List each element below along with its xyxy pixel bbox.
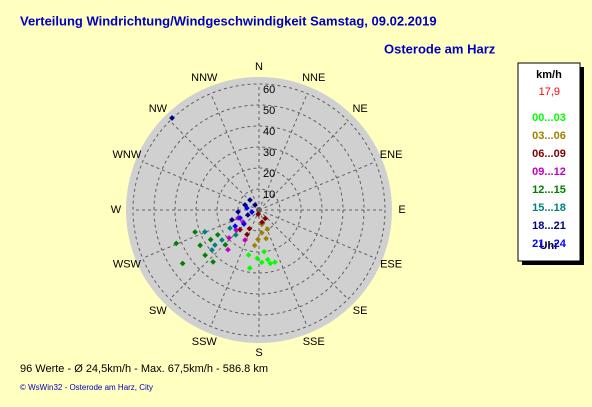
stats: 96 Werte - Ø 24,5km/h - Max. 67,5km/h - …: [20, 363, 268, 375]
point: [226, 235, 232, 241]
legend-label: 18...21: [532, 220, 566, 232]
point: [212, 242, 218, 248]
point: [192, 229, 198, 235]
grid-ring: [216, 167, 302, 253]
point: [202, 229, 208, 235]
direction-label: SE: [353, 305, 368, 317]
point: [232, 223, 238, 229]
r-tick-label: 20: [263, 168, 275, 180]
point: [229, 217, 235, 223]
point: [227, 225, 233, 231]
point: [246, 225, 253, 232]
legend-unit: km/h: [536, 69, 562, 81]
point: [197, 242, 203, 249]
point: [246, 265, 253, 271]
direction-label: E: [398, 204, 405, 216]
point: [173, 240, 180, 247]
point: [207, 236, 214, 243]
direction-label: WSW: [113, 259, 142, 271]
direction-label: W: [111, 204, 122, 216]
point: [262, 215, 269, 222]
point: [244, 205, 250, 211]
point: [179, 260, 186, 267]
point: [245, 212, 251, 218]
grid-ring: [195, 146, 323, 274]
point: [237, 226, 243, 233]
r-tick-label: 60: [263, 84, 275, 96]
credit: © WsWin32 - Osterode am Harz, City: [20, 383, 153, 392]
point: [210, 259, 216, 265]
point: [202, 252, 208, 259]
point: [263, 235, 269, 242]
point: [249, 209, 255, 215]
point: [264, 226, 271, 233]
direction-label: SSE: [303, 336, 325, 348]
legend-box: [517, 62, 581, 262]
direction-label: NNE: [302, 72, 325, 84]
direction-label: NNW: [191, 72, 218, 84]
r-tick-label: 40: [263, 126, 275, 138]
grid-ring: [153, 104, 365, 316]
legend-label: 00...03: [532, 112, 566, 124]
legend-footer: Uhr: [540, 240, 560, 252]
point: [251, 242, 258, 249]
legend-label: 15...18: [532, 202, 566, 214]
legend-label: 21...24: [532, 238, 567, 250]
point: [252, 202, 258, 208]
grid-ring: [174, 125, 344, 295]
r-tick-label: 50: [263, 105, 275, 117]
legend-label: 12...15: [532, 184, 566, 196]
r-tick-label: 30: [263, 147, 275, 159]
point: [264, 256, 271, 263]
point: [214, 231, 221, 238]
point: [244, 231, 250, 238]
point: [235, 209, 241, 215]
direction-label: ENE: [380, 149, 403, 161]
point: [222, 241, 229, 248]
direction-label: ESE: [380, 259, 402, 271]
point: [261, 248, 267, 255]
direction-label: WNW: [113, 149, 142, 161]
direction-label: NW: [149, 103, 168, 115]
legend-label: 09...12: [532, 166, 566, 178]
legend-label: 03...06: [532, 130, 566, 142]
point: [267, 260, 274, 267]
point: [241, 221, 247, 227]
point: [247, 197, 253, 203]
point: [232, 232, 239, 238]
direction-label: SSW: [192, 336, 218, 348]
point: [237, 215, 243, 221]
point: [209, 247, 215, 253]
point: [259, 219, 265, 226]
legend-current: 17,9: [539, 86, 560, 98]
direction-label: NE: [352, 103, 367, 115]
chart-subtitle: Osterode am Harz: [384, 41, 496, 56]
direction-label: SW: [149, 305, 167, 317]
legend-label: 06...09: [532, 148, 566, 160]
point: [255, 211, 262, 217]
point: [242, 237, 248, 243]
point: [254, 255, 261, 262]
point: [272, 259, 278, 266]
grid-ring: [132, 83, 386, 337]
point: [245, 252, 252, 258]
point: [258, 259, 265, 266]
direction-label: N: [255, 61, 263, 73]
point: [258, 230, 265, 236]
point: [169, 115, 175, 121]
chart-title: Verteilung Windrichtung/Windgeschwindigk…: [20, 13, 437, 28]
point: [219, 237, 225, 243]
point: [233, 227, 239, 233]
direction-label: S: [255, 347, 262, 359]
grid-ring: [237, 188, 281, 232]
r-tick-label: 10: [263, 189, 275, 201]
point: [225, 246, 231, 253]
